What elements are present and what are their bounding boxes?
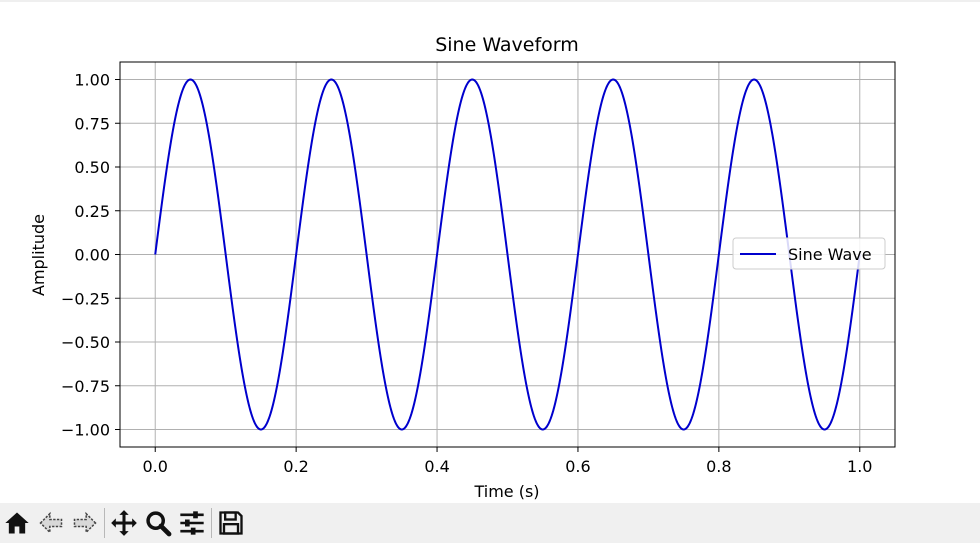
y-axis-ticks: 1.00 0.75 0.50 0.25 0.00 −0.25 −0.50 −0.75 −1.00 — [61, 71, 120, 440]
zoom-button[interactable] — [141, 506, 175, 540]
pan-button[interactable] — [107, 506, 141, 540]
y-tick-label: −1.00 — [61, 421, 110, 440]
x-tick-label: 0.6 — [565, 457, 590, 476]
x-tick-label: 0.0 — [143, 457, 168, 476]
y-tick-label: −0.50 — [61, 333, 110, 352]
home-button[interactable] — [0, 506, 34, 540]
configure-subplots-button[interactable] — [175, 506, 209, 540]
x-axis-ticks: 0.0 0.2 0.4 0.6 0.8 1.0 — [143, 447, 872, 476]
x-tick-label: 1.0 — [847, 457, 872, 476]
save-button[interactable] — [214, 506, 248, 540]
legend-box — [732, 237, 886, 270]
arrow-right-icon — [73, 511, 97, 535]
y-tick-label: 0.50 — [74, 158, 110, 177]
series-layer — [154, 78, 861, 431]
y-tick-label: −0.25 — [61, 289, 110, 308]
y-tick-label: −0.75 — [61, 377, 110, 396]
floppy-disk-icon — [219, 511, 243, 535]
zoom-icon — [146, 511, 172, 537]
y-tick-label: 0.25 — [74, 202, 110, 221]
arrow-left-icon — [39, 511, 63, 535]
navigation-toolbar — [0, 503, 980, 543]
chart-figure: 0.0 0.2 0.4 0.6 0.8 1.0 1.00 0.75 0.50 0.25 0.00 −… — [29, 34, 896, 501]
y-tick-label: 1.00 — [74, 71, 110, 90]
legend-label: Sine Wave — [788, 245, 872, 264]
y-axis-label: Amplitude — [29, 214, 48, 296]
x-tick-label: 0.8 — [706, 457, 731, 476]
x-tick-label: 0.4 — [424, 457, 449, 476]
toolbar-separator — [211, 508, 212, 538]
legend: Sine Wave — [732, 237, 886, 270]
chart-title: Sine Waveform — [435, 34, 579, 56]
series-line-sine-wave — [154, 78, 861, 431]
forward-button[interactable] — [68, 506, 102, 540]
home-icon — [5, 512, 29, 534]
sliders-icon — [180, 511, 204, 535]
back-button[interactable] — [34, 506, 68, 540]
y-tick-label: 0.75 — [74, 114, 110, 133]
toolbar-separator — [104, 508, 105, 538]
x-axis-label: Time (s) — [473, 482, 539, 501]
x-tick-label: 0.2 — [283, 457, 308, 476]
move-icon — [111, 510, 137, 536]
y-tick-label: 0.00 — [74, 246, 110, 265]
window-top-border — [0, 0, 980, 2]
